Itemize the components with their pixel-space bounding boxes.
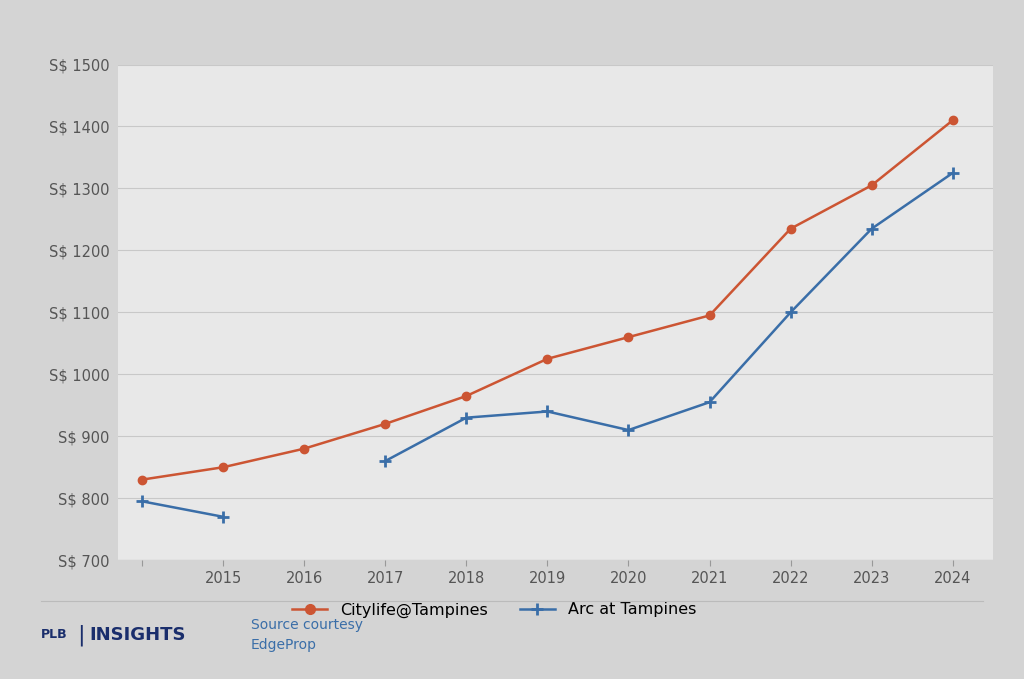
Legend: Citylife@Tampines, Arc at Tampines: Citylife@Tampines, Arc at Tampines: [286, 596, 702, 624]
Text: PLB: PLB: [41, 628, 68, 642]
Text: |: |: [77, 624, 84, 646]
Text: INSIGHTS: INSIGHTS: [89, 626, 185, 644]
Text: Source courtesy
EdgeProp: Source courtesy EdgeProp: [251, 618, 362, 652]
